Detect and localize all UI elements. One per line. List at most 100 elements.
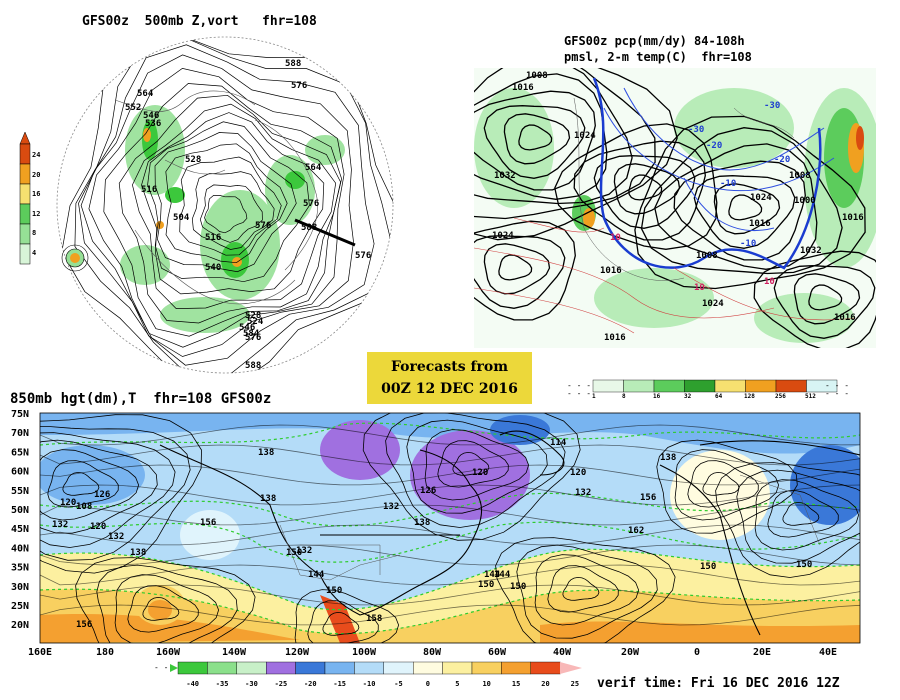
colorbar-swatch <box>207 661 238 675</box>
colorbar-swatch <box>324 661 355 675</box>
temperature-label: 10 <box>764 277 775 287</box>
polar-stereographic-map: 5885765645525465365285165045165405645765… <box>56 36 394 374</box>
colorbar-tick: 25 <box>571 680 579 688</box>
colorbar-swatch <box>714 379 746 393</box>
contour-label: 584 <box>243 329 260 339</box>
tick-label: 12 <box>32 209 41 218</box>
height-label: 120 <box>570 468 586 478</box>
svg-text:- - -: - - - <box>825 381 849 390</box>
colorbar-swatch <box>745 379 777 393</box>
colorbar-swatch <box>501 661 531 675</box>
colorbar-tick: 5 <box>455 680 459 688</box>
height-label: 150 <box>326 586 342 596</box>
contour-label: 588 <box>301 223 317 233</box>
temperature-label: 10 <box>610 233 621 243</box>
tick-label: 1 <box>592 393 596 400</box>
latitude-tick: 35N <box>11 563 29 574</box>
colorbar-tick: -40 <box>186 680 199 688</box>
contour-label: 564 <box>137 89 154 99</box>
height-label: 132 <box>52 520 68 530</box>
colorbar-swatch <box>653 379 685 393</box>
contour-label: 504 <box>173 213 190 223</box>
contour-label: 576 <box>245 333 261 343</box>
isobar-label: 1016 <box>604 333 626 343</box>
height-label: 156 <box>640 493 656 503</box>
temperature-label: -20 <box>706 141 722 151</box>
temperature-label: 10 <box>694 283 705 293</box>
temperature-label: -30 <box>764 101 780 111</box>
latitude-tick: 60N <box>11 467 29 478</box>
isobar-label: 1016 <box>600 266 622 276</box>
height-label: 144 <box>494 570 511 580</box>
panel-pcp-colorbar: - - - - - - - - - - - - <box>567 379 849 398</box>
height-label: 126 <box>420 486 436 496</box>
colorbar-swatch <box>177 661 208 675</box>
temperature-label: -10 <box>720 179 736 189</box>
tick-label: 32 <box>684 393 692 400</box>
panel-pcp-colorbar-ticks: 1 8 16 32 64 128 256 512 <box>592 393 832 403</box>
height-label: 144 <box>308 570 325 580</box>
svg-text:- -: - - <box>154 663 168 672</box>
height-label: 120 <box>90 522 106 532</box>
isobar-label: 1008 <box>696 251 718 261</box>
latitude-tick: 30N <box>11 582 29 593</box>
longitude-tick: 100W <box>352 647 377 658</box>
height-label: 126 <box>94 490 110 500</box>
height-label: 108 <box>76 502 92 512</box>
isobar-label: 1000 <box>794 196 816 206</box>
latitude-tick: 55N <box>11 486 29 497</box>
colorbar-swatch <box>19 163 31 185</box>
contour-label: 576 <box>355 251 371 261</box>
contour-label: 528 <box>245 311 261 321</box>
colorbar-swatch <box>236 661 267 675</box>
longitude-tick: 160E <box>28 647 52 658</box>
longitude-tick: 40E <box>819 647 837 658</box>
longitude-tick: 160W <box>156 647 181 658</box>
colorbar-swatch <box>19 243 31 265</box>
contour-label: 588 <box>245 361 261 371</box>
colorbar-swatch <box>684 379 716 393</box>
colorbar-swatch <box>19 183 31 205</box>
height-label: 144 <box>484 570 501 580</box>
isobar-label: 1016 <box>749 219 771 229</box>
colorbar-swatch <box>383 661 414 675</box>
svg-text:- - -: - - - <box>825 389 849 398</box>
height-label: 162 <box>628 526 644 536</box>
contour-label: 516 <box>141 185 157 195</box>
height-label: 150 <box>796 560 812 570</box>
latitude-tick: 40N <box>11 543 29 554</box>
colorbar-swatch <box>354 661 384 675</box>
colorbar-swatch <box>623 379 655 393</box>
temperature-label: -30 <box>688 125 704 135</box>
tick-label: 128 <box>744 393 755 400</box>
colorbar-tick: -5 <box>394 680 402 688</box>
height-label: 156 <box>200 518 216 528</box>
forecast-line-2: 00Z 12 DEC 2016 <box>381 381 518 397</box>
precip-pmsl-map: 1008 1016 1024 1032 1024 1016 1008 1016 1024 1032… <box>474 68 876 348</box>
panel-500mb-title: GFS00z 500mb Z,vort fhr=108 <box>82 14 317 29</box>
svg-text:- - -: - - - <box>567 381 591 390</box>
contour-label: 524 <box>247 317 264 327</box>
tick-label: 20 <box>32 170 41 179</box>
isobar-label: 1016 <box>834 313 856 323</box>
colorbar-tick: 10 <box>482 680 490 688</box>
isobar-label: 1032 <box>800 246 822 256</box>
latitude-tick: 65N <box>11 447 29 458</box>
height-label: 156 <box>76 620 92 630</box>
isobar-label: 1024 <box>492 231 514 241</box>
height-label: 158 <box>366 614 382 624</box>
tick-label: 512 <box>805 393 816 400</box>
svg-text:- - -: - - - <box>567 389 591 398</box>
colorbar-swatch <box>265 661 296 675</box>
height-label: 138 <box>414 518 430 528</box>
latitude-tick: 50N <box>11 505 29 516</box>
tick-label: 8 <box>622 393 626 400</box>
contour-label: 576 <box>255 221 271 231</box>
colorbar-swatch <box>806 379 838 393</box>
contour-label: 536 <box>145 119 161 129</box>
colorbar-swatch <box>592 379 624 393</box>
height-label: 150 <box>286 548 302 558</box>
colorbar-tick: 0 <box>426 680 430 688</box>
latitude-tick: 45N <box>11 524 29 535</box>
tick-label: 8 <box>32 229 37 237</box>
